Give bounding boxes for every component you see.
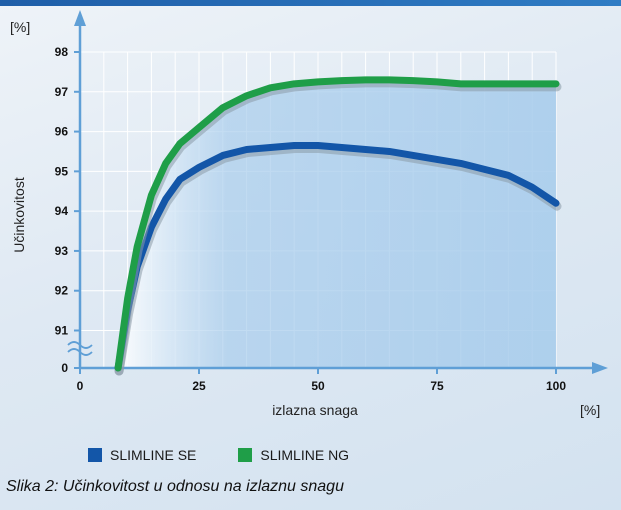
y-tick-label: 98 (55, 45, 69, 59)
legend-swatch-ng (238, 448, 253, 462)
y-tick-label: 96 (55, 125, 69, 139)
axis-break-mark (67, 341, 93, 349)
x-tick-label: 100 (546, 379, 566, 393)
top-strip (0, 0, 621, 6)
y-tick-label: 92 (55, 284, 69, 298)
axis-break-mark (67, 348, 93, 356)
legend-item-slimline-se: SLIMLINE SE (88, 447, 196, 463)
legend-label-ng: SLIMLINE NG (260, 447, 350, 463)
x-tick-label: 0 (77, 379, 84, 393)
y-tick-label: 97 (55, 85, 69, 99)
y-tick-label: 95 (55, 164, 69, 178)
tick-layer: 0 91 92 93 94 95 96 97 98 0 25 50 75 100 (55, 45, 567, 393)
x-axis-arrow (592, 362, 608, 374)
y-tick-label: 91 (55, 324, 69, 338)
y-tick-label: 93 (55, 244, 69, 258)
area-under-curve (118, 79, 556, 368)
y-unit-label: [%] (10, 19, 30, 35)
legend-item-slimline-ng: SLIMLINE NG (238, 447, 349, 463)
y-tick-label: 0 (61, 361, 68, 375)
legend-swatch-se (88, 448, 102, 462)
legend: SLIMLINE SE SLIMLINE NG (88, 447, 349, 463)
x-unit-label: [%] (580, 402, 600, 418)
legend-label-se: SLIMLINE SE (110, 447, 197, 463)
x-axis-title: izlazna snaga (272, 402, 358, 418)
series-line-slimline-se (114, 141, 560, 372)
series-layer (114, 76, 562, 376)
x-tick-label: 25 (192, 379, 206, 393)
figure-caption: Slika 2: Učinkovitost u odnosu na izlazn… (6, 478, 344, 495)
efficiency-chart: 0 91 92 93 94 95 96 97 98 0 25 50 75 100 [%] Učinkovi… (10, 10, 608, 418)
x-tick-label: 50 (311, 379, 325, 393)
y-axis-arrow (74, 10, 86, 26)
series-line-slimline-ng (114, 76, 560, 372)
axis-layer (67, 10, 608, 374)
x-tick-label: 75 (430, 379, 444, 393)
y-axis-title: Učinkovitost (11, 177, 27, 253)
y-tick-label: 94 (55, 204, 69, 218)
